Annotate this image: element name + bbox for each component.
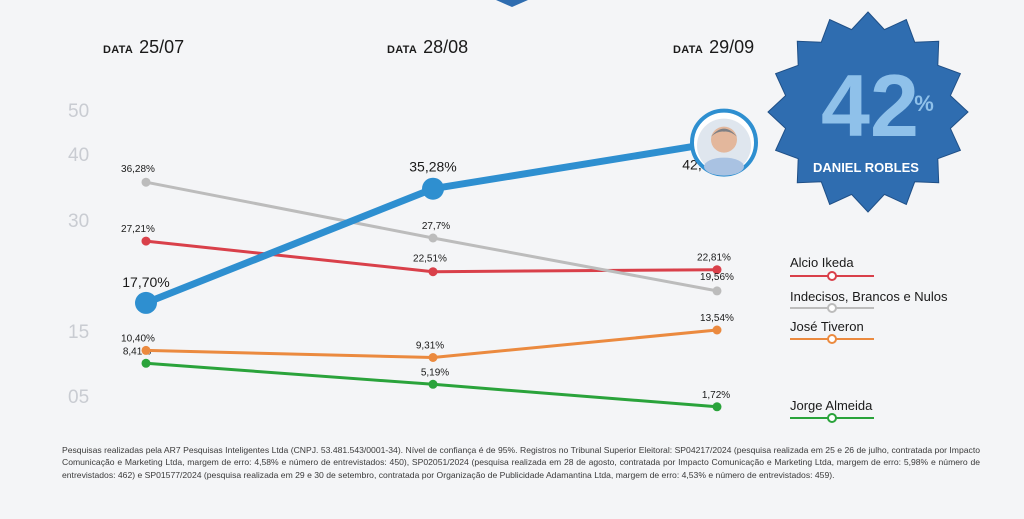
date-value: 25/07: [139, 37, 185, 57]
date-label: DATA: [673, 44, 704, 56]
data-point: [712, 265, 722, 275]
legend-label: Jorge Almeida: [790, 398, 873, 413]
data-point: [428, 267, 438, 277]
data-label: 27,7%: [422, 221, 450, 232]
date-header-3: DATA 29/09: [673, 37, 754, 58]
legend-swatch-marker: [827, 334, 837, 344]
y-axis-label-15: 15: [68, 322, 90, 343]
methodology-footnote: Pesquisas realizadas pela AR7 Pesquisas …: [62, 445, 980, 480]
data-label: 13,54%: [700, 313, 734, 324]
data-label: 1,72%: [702, 390, 730, 401]
date-value: 29/09: [709, 37, 755, 57]
badge-name: DANIEL ROBLES: [813, 160, 919, 175]
data-label: 10,40%: [121, 333, 155, 344]
data-label: 22,81%: [697, 253, 731, 264]
data-label: 9,31%: [416, 341, 444, 352]
data-point: [141, 358, 151, 368]
legend-item-jorge: Jorge Almeida: [790, 398, 872, 413]
data-label: 8,41%: [123, 346, 151, 357]
top-notch-decoration: [496, 0, 528, 7]
candidate-photo-hair: [711, 128, 737, 137]
legend-swatch-marker: [827, 413, 837, 423]
legend-label: Alcio Ikeda: [790, 255, 854, 270]
legend-item-jose: José Tiveron: [790, 319, 864, 334]
y-axis-label-40: 40: [68, 145, 90, 166]
legend-item-indecisos: Indecisos, Brancos e Nulos: [790, 289, 948, 304]
candidate-photo-shirt: [704, 157, 744, 176]
data-label: 27,21%: [121, 224, 155, 235]
candidate-photo-face: [711, 126, 737, 153]
starburst-shape: [767, 11, 969, 213]
data-label: 17,70%: [122, 274, 169, 290]
data-point: [712, 325, 722, 335]
y-axis-label-50: 50: [68, 101, 90, 122]
date-header-1: DATA 25/07: [103, 37, 184, 58]
line-chart: 8,41% 5,19% 1,72% 10,40% 9,31% 13,54% 27,21% 22…: [121, 108, 874, 423]
legend-swatch-marker: [827, 271, 837, 281]
data-label: 22,51%: [413, 254, 447, 265]
legend-item-alcio: Alcio Ikeda: [790, 255, 854, 270]
data-point: [428, 379, 438, 389]
data-label: 5,19%: [421, 367, 449, 378]
data-label: 36,28%: [121, 164, 155, 175]
legend-label: Indecisos, Brancos e Nulos: [790, 289, 948, 304]
legend-label: José Tiveron: [790, 319, 864, 334]
date-label: DATA: [387, 44, 418, 56]
percentage-badge: 42 % DANIEL ROBLES: [767, 11, 969, 213]
data-point: [135, 291, 157, 314]
data-label: 19,56%: [700, 272, 734, 283]
data-label: 35,28%: [409, 159, 456, 175]
y-axis-label-30: 30: [68, 211, 90, 232]
y-axis-label-05: 05: [68, 387, 90, 408]
badge-percent: %: [914, 91, 934, 116]
data-point: [712, 402, 722, 412]
data-point: [428, 353, 438, 362]
legend-swatch-marker: [827, 303, 837, 313]
data-point: [422, 177, 444, 200]
date-header-2: DATA 28/08: [387, 37, 468, 58]
date-value: 28/08: [423, 37, 469, 57]
data-point: [712, 286, 722, 296]
date-label: DATA: [103, 44, 134, 56]
data-point: [428, 233, 438, 243]
data-point: [141, 177, 151, 187]
data-point: [141, 236, 151, 246]
data-point: [141, 345, 151, 355]
badge-number: 42: [821, 56, 919, 155]
